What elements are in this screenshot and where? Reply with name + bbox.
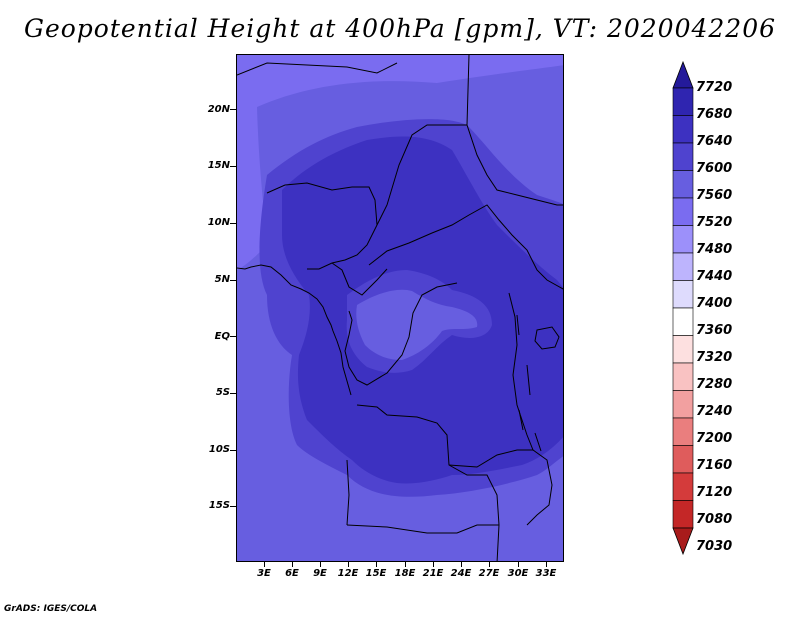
lon-label-9e: 9E [313, 568, 327, 579]
contour-intrusion-7560 [356, 289, 478, 360]
border-car [368, 204, 563, 290]
border-zambia [448, 449, 553, 526]
lat-tick [230, 223, 236, 224]
colorbar-label-7560: 7560 [696, 188, 733, 203]
lon-tick [320, 562, 321, 567]
colorbar-label-7240: 7240 [696, 404, 733, 419]
colorbar-swatch [672, 472, 694, 501]
border-cameroon [331, 262, 388, 296]
colorbar-swatch [672, 417, 694, 446]
colorbar-swatch [672, 225, 694, 254]
border-lake-victoria [534, 326, 560, 350]
lon-tick [376, 562, 377, 567]
colorbar-label-7400: 7400 [696, 296, 733, 311]
colorbar-bottom-arrow [672, 527, 694, 556]
colorbar-label-7720: 7720 [696, 80, 733, 95]
border-bottom-frame [346, 459, 350, 526]
colorbar-swatch [672, 390, 694, 419]
lon-label-30e: 30E [507, 568, 529, 579]
colorbar-label-7030: 7030 [696, 539, 733, 554]
lat-tick [230, 506, 236, 507]
lat-label-10n: 10N [207, 217, 230, 228]
colorbar-swatch [672, 280, 694, 309]
map-title: Geopotential Height at 400hPa [gpm], VT:… [23, 14, 777, 43]
lat-label-5s: 5S [215, 387, 230, 398]
colorbar-label-7200: 7200 [696, 431, 733, 446]
colorbar-label-7600: 7600 [696, 161, 733, 176]
lon-label-24e: 24E [450, 568, 472, 579]
colorbar-swatch [672, 335, 694, 364]
lon-label-12e: 12E [337, 568, 359, 579]
colorbar-label-7480: 7480 [696, 242, 733, 257]
lon-tick [264, 562, 265, 567]
geopotential-field [237, 55, 563, 561]
country-borders [237, 55, 563, 561]
lon-tick [489, 562, 490, 567]
lat-label-10s: 10S [208, 444, 230, 455]
colorbar-swatch [672, 115, 694, 144]
lat-tick [230, 109, 236, 110]
colorbar-label-7320: 7320 [696, 350, 733, 365]
lat-tick [230, 393, 236, 394]
colorbar-swatch [672, 87, 694, 116]
lon-label-27e: 27E [478, 568, 500, 579]
lat-label-5n: 5N [214, 274, 230, 285]
colorbar-label-7120: 7120 [696, 485, 733, 500]
border-drc-east [508, 292, 534, 451]
coastline-west [237, 264, 352, 396]
colorbar-swatch [672, 197, 694, 226]
lon-label-15e: 15E [365, 568, 387, 579]
lon-tick [433, 562, 434, 567]
lon-tick [405, 562, 406, 567]
colorbar-label-7640: 7640 [696, 134, 733, 149]
lon-tick [348, 562, 349, 567]
colorbar-swatch [672, 307, 694, 336]
colorbar-swatch [672, 500, 694, 529]
colorbar [672, 60, 694, 556]
lon-label-3e: 3E [257, 568, 271, 579]
colorbar-swatch [672, 362, 694, 391]
lon-label-18e: 18E [394, 568, 416, 579]
lon-tick [546, 562, 547, 567]
grads-credit: GrADS: IGES/COLA [4, 604, 98, 614]
lon-label-6e: 6E [285, 568, 299, 579]
colorbar-swatch [672, 445, 694, 474]
lat-label-20n: 20N [207, 104, 230, 115]
colorbar-label-7160: 7160 [696, 458, 733, 473]
lat-label-15s: 15S [208, 500, 230, 511]
colorbar-swatch [672, 142, 694, 171]
lon-tick [518, 562, 519, 567]
lon-label-21e: 21E [422, 568, 444, 579]
lon-label-33e: 33E [535, 568, 557, 579]
colorbar-top-arrow [672, 60, 694, 89]
border-north [237, 62, 398, 76]
colorbar-label-7280: 7280 [696, 377, 733, 392]
lat-tick [230, 450, 236, 451]
colorbar-label-7520: 7520 [696, 215, 733, 230]
lon-tick [461, 562, 462, 567]
border-congo [344, 282, 458, 386]
border-lakes [516, 314, 542, 452]
lat-tick [230, 166, 236, 167]
lat-tick [230, 280, 236, 281]
colorbar-label-7360: 7360 [696, 323, 733, 338]
lat-label-15n: 15N [207, 160, 230, 171]
colorbar-swatch [672, 170, 694, 199]
border-angola [356, 404, 500, 561]
colorbar-swatch [672, 252, 694, 281]
colorbar-label-7440: 7440 [696, 269, 733, 284]
border-southern [346, 524, 499, 534]
border-east [466, 124, 563, 206]
lat-label-eq: EQ [214, 331, 230, 342]
lat-tick [230, 336, 236, 337]
lon-tick [292, 562, 293, 567]
border-chad [376, 55, 470, 226]
colorbar-label-7680: 7680 [696, 107, 733, 122]
map-plot-area [236, 54, 564, 562]
colorbar-label-7080: 7080 [696, 512, 733, 527]
